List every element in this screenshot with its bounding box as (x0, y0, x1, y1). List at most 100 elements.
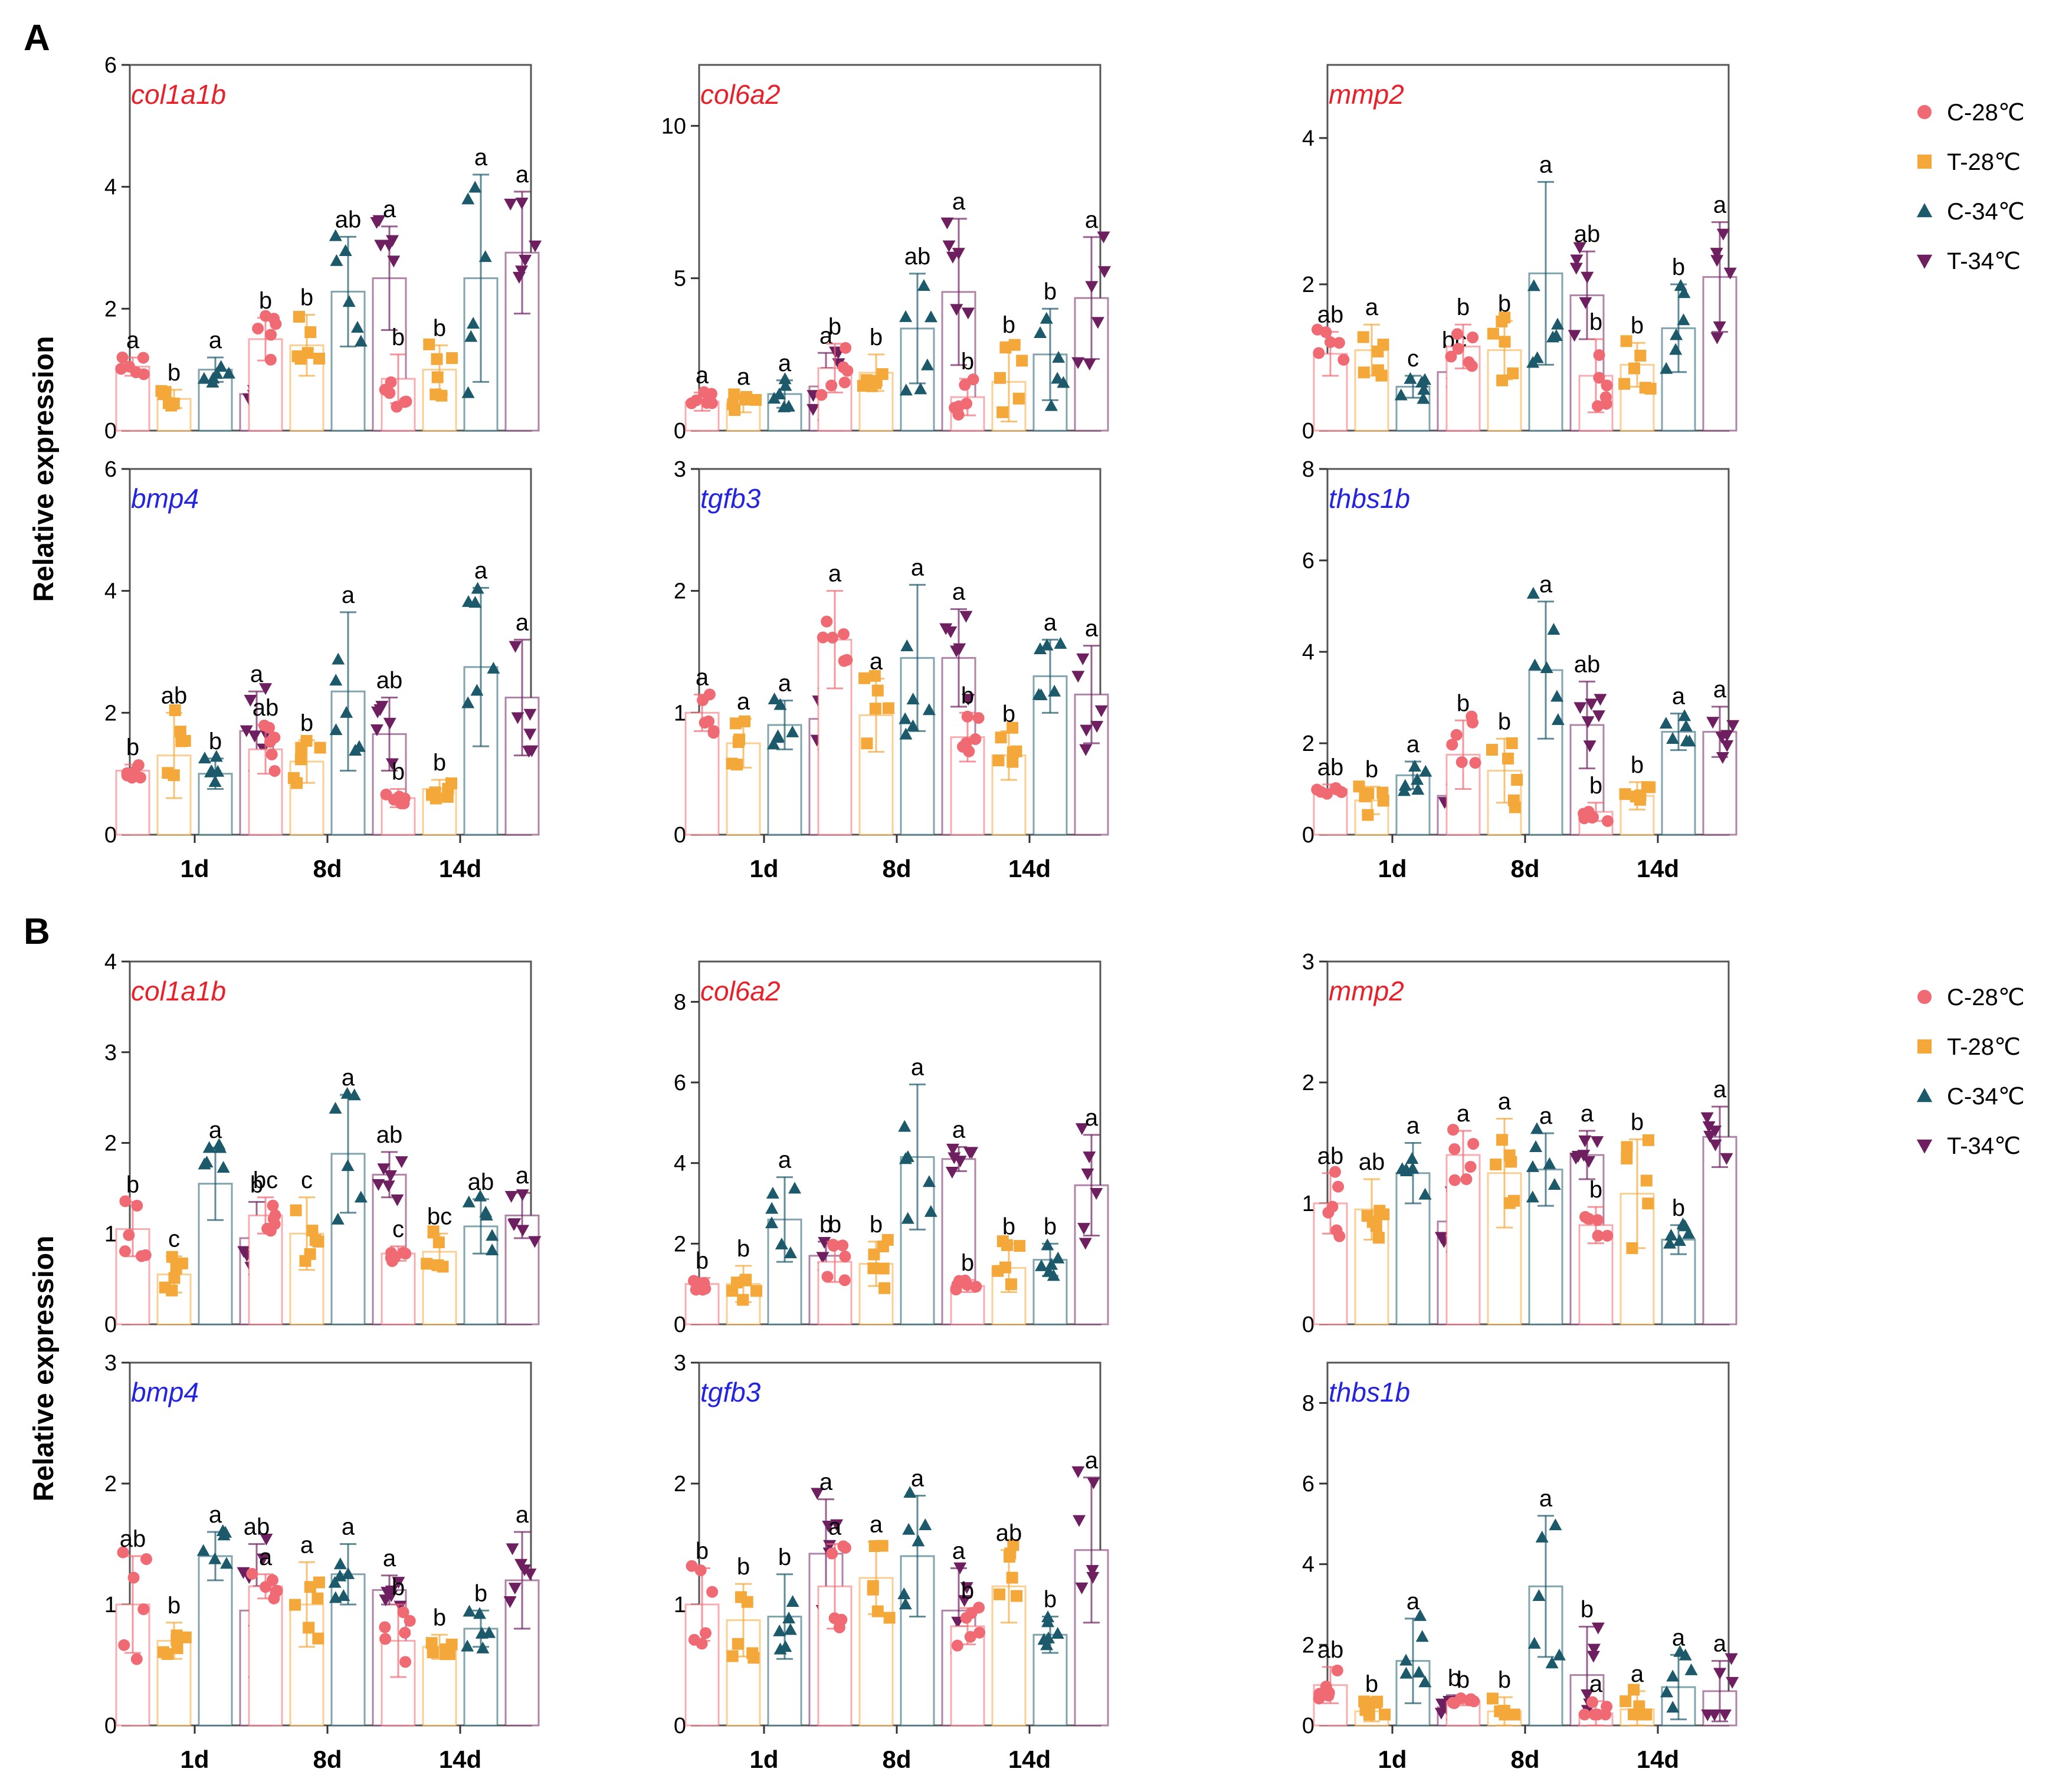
data-point (1593, 349, 1605, 361)
data-point (1581, 1689, 1594, 1701)
significance-letter: b (1457, 1667, 1470, 1693)
data-point (425, 1637, 438, 1649)
data-point (899, 383, 913, 396)
data-point (963, 745, 975, 757)
data-point (877, 1262, 890, 1275)
data-point (706, 1586, 719, 1598)
legend-b: C-28℃ T-28℃ C-34℃ T-34℃ (1916, 985, 2025, 1159)
significance-letter: a (828, 561, 842, 587)
data-point (291, 350, 304, 362)
data-point (514, 265, 528, 278)
y-tick-label: 6 (1302, 1472, 1314, 1497)
data-point (301, 347, 314, 359)
data-point (948, 1152, 961, 1164)
data-point (960, 1582, 973, 1594)
data-point (919, 1518, 932, 1530)
data-point (1329, 1166, 1341, 1178)
data-point (1715, 731, 1729, 744)
data-point (1540, 661, 1553, 674)
y-tick-label: 2 (104, 297, 117, 321)
data-point (1666, 1669, 1680, 1682)
legend-label: T-28℃ (1947, 1034, 2021, 1060)
data-point (1684, 1663, 1698, 1675)
data-point (329, 723, 343, 736)
y-tick-label: 2 (674, 1232, 686, 1256)
data-point (995, 731, 1007, 744)
data-point (1506, 737, 1518, 749)
significance-letter: a (474, 558, 488, 584)
data-point (1369, 1697, 1382, 1709)
bar (330, 1153, 366, 1325)
significance-letter: a (209, 1117, 222, 1143)
x-tick-label: 1d (1378, 1745, 1407, 1773)
data-point (1052, 350, 1065, 363)
data-point (1586, 1696, 1598, 1708)
y-tick-label: 4 (1302, 1553, 1314, 1577)
x-tick-label: 14d (1637, 855, 1679, 882)
y-tick-label: 1 (1302, 1192, 1314, 1216)
data-point (1639, 382, 1651, 394)
data-point (486, 1229, 499, 1241)
significance-letter: b (828, 1212, 841, 1238)
data-point (973, 1626, 986, 1639)
y-tick-label: 3 (674, 1351, 686, 1376)
significance-letter: a (1457, 1101, 1470, 1127)
data-point (198, 752, 211, 764)
data-point (961, 710, 973, 723)
data-point (1710, 248, 1723, 260)
data-point (1083, 359, 1096, 371)
data-point (1527, 279, 1540, 291)
y-tick-label: 6 (104, 457, 117, 482)
y-tick-label: 8 (1302, 457, 1314, 482)
significance-letter: a (1085, 1448, 1099, 1474)
data-point (1723, 267, 1737, 280)
data-point (240, 725, 253, 737)
data-point (506, 1543, 519, 1556)
significance-letter: b (168, 360, 181, 386)
data-point (1467, 1138, 1480, 1150)
data-point (768, 693, 781, 705)
data-point (967, 373, 979, 386)
gene-label: thbs1b (1329, 1377, 1410, 1407)
data-point (432, 1236, 445, 1249)
data-point (1417, 392, 1430, 404)
x-tick-label: 1d (180, 855, 209, 882)
data-point (214, 360, 228, 372)
data-point (389, 1251, 401, 1264)
y-tick-label: 2 (104, 1131, 117, 1156)
data-point (379, 1621, 391, 1633)
data-point (1578, 1708, 1591, 1721)
data-point (299, 1255, 312, 1267)
significance-letter: a (1407, 731, 1420, 757)
data-point (1078, 1238, 1092, 1250)
data-point (694, 1564, 707, 1577)
data-point (942, 240, 956, 252)
panel-label-b: B (24, 911, 50, 952)
data-point (332, 652, 345, 665)
legend-marker (1917, 155, 1932, 169)
data-point (370, 217, 383, 229)
data-point (1399, 1666, 1413, 1679)
significance-letter: a (828, 1514, 842, 1540)
y-tick-label: 1 (674, 1593, 686, 1617)
significance-letter: ab (1317, 1637, 1344, 1663)
y-tick-label: 3 (104, 1041, 117, 1065)
data-point (690, 394, 703, 406)
significance-letter: b (168, 1593, 181, 1619)
significance-letter: b (433, 315, 446, 341)
data-point (1094, 705, 1108, 717)
significance-letter: b (961, 349, 974, 375)
legend-label: C-34℃ (1947, 199, 2025, 225)
data-point (1664, 1229, 1678, 1241)
plot-frame (129, 64, 532, 432)
data-point (380, 788, 392, 800)
data-point (840, 342, 852, 354)
data-point (748, 1652, 760, 1664)
chart-a-col1a1b: 0246col1a1bababbbababbaa (104, 53, 542, 444)
data-point (871, 684, 884, 697)
significance-letter: a (778, 1147, 792, 1173)
bar (684, 711, 720, 836)
legend-marker (1917, 1039, 1932, 1054)
data-point (1418, 1187, 1432, 1200)
